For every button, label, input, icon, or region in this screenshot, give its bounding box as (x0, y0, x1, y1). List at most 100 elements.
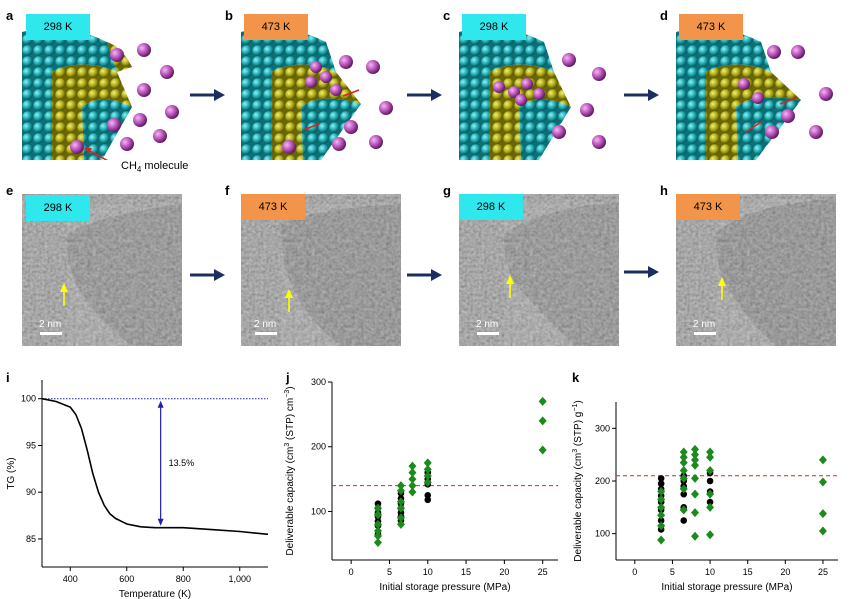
x-tick-label: 25 (818, 567, 828, 577)
y-tick-label: 85 (26, 534, 36, 544)
data-point-green (538, 445, 547, 455)
x-tick-label: 400 (63, 574, 78, 584)
scalebar-label-g: 2 nm (476, 319, 498, 330)
panel-label-c: c (443, 8, 451, 23)
panel-label-g: g (443, 183, 451, 198)
data-point-green (423, 464, 432, 474)
data-point-green (396, 513, 405, 523)
x-tick-label: 20 (499, 567, 509, 577)
x-axis-label: Temperature (K) (119, 589, 191, 599)
data-point-green (423, 471, 432, 481)
data-point-green (408, 481, 417, 491)
mass-loss-label: 13.5% (169, 458, 195, 468)
scalebar-label-h: 2 nm (693, 319, 715, 330)
temp-badge-c: 298 K (462, 14, 526, 40)
data-point-green (691, 455, 700, 465)
arrow-g-to-h (624, 266, 659, 278)
data-point-green (818, 455, 827, 465)
y-axis-label: TG (%) (6, 457, 17, 489)
arrow-b-to-c (407, 89, 442, 101)
data-point-green (538, 396, 547, 406)
simulation-panel-d (676, 12, 836, 160)
x-tick-label: 15 (743, 567, 753, 577)
data-point-green (396, 503, 405, 513)
simulation-c-graphic (459, 27, 606, 160)
y-tick-label: 200 (311, 442, 326, 452)
data-point-green (706, 530, 715, 540)
data-point-black (680, 490, 688, 498)
data-point-black (657, 517, 665, 524)
panel-label-k: k (572, 370, 580, 385)
scalebar-label-e: 2 nm (39, 319, 61, 330)
data-point-green (408, 461, 417, 471)
capacity-gravimetric-chart: 0 5 10 15 20 25 100 200 300 Initial storage press… (572, 400, 838, 593)
panel-label-h: h (660, 183, 668, 198)
data-point-green (691, 460, 700, 470)
arrow-f-to-g (407, 269, 442, 281)
data-point-green (408, 487, 417, 497)
x-tick-label: 600 (119, 574, 134, 584)
y-tick-label: 300 (595, 423, 610, 433)
x-tick-label: 20 (780, 567, 790, 577)
data-point-green (373, 538, 382, 548)
x-tick-label: 0 (349, 567, 354, 577)
y-tick-label: 90 (26, 487, 36, 497)
temp-badge-h: 473 K (676, 194, 740, 220)
data-point-green (538, 416, 547, 426)
x-axis-label: Initial storage pressure (MPa) (379, 582, 510, 593)
y-tick-label: 100 (311, 506, 326, 516)
ch4-molecule-label: CH4 molecule (121, 160, 189, 175)
simulation-a-graphic (22, 27, 179, 160)
data-point-green (657, 510, 666, 520)
panel-label-a: a (6, 8, 14, 23)
data-point-green (691, 450, 700, 460)
data-point-green (373, 526, 382, 536)
data-point-green (679, 452, 688, 462)
data-point-black (680, 517, 688, 524)
data-point-green (706, 502, 715, 512)
temp-badge-f: 473 K (241, 194, 305, 220)
data-point-black (657, 480, 665, 487)
data-point-green (423, 477, 432, 487)
data-point-green (691, 444, 700, 454)
tem-image-g: 2 nm (459, 194, 619, 346)
data-point-green (396, 497, 405, 507)
simulation-b-graphic (241, 27, 393, 160)
temp-badge-g: 298 K (459, 194, 523, 220)
panel-label-i: i (6, 370, 10, 385)
x-tick-label: 25 (538, 567, 548, 577)
panel-label-f: f (225, 183, 230, 198)
data-point-green (373, 531, 382, 541)
x-tick-label: 5 (387, 567, 392, 577)
data-point-green (679, 447, 688, 457)
arrow-e-to-f (190, 269, 225, 281)
data-point-green (818, 509, 827, 519)
y-tick-label: 100 (21, 394, 36, 404)
data-point-green (818, 526, 827, 536)
data-point-green (373, 510, 382, 520)
x-tick-label: 5 (670, 567, 675, 577)
data-point-black (657, 475, 665, 482)
data-point-green (706, 465, 715, 475)
data-point-green (657, 521, 666, 531)
data-point-green (396, 486, 405, 496)
data-point-green (679, 465, 688, 475)
data-point-black (424, 496, 432, 504)
data-point-green (818, 477, 827, 487)
data-point-green (408, 474, 417, 484)
temp-badge-e: 298 K (26, 195, 90, 221)
x-tick-label: 800 (176, 574, 191, 584)
arrow-c-to-d (624, 89, 659, 101)
y-tick-label: 100 (595, 529, 610, 539)
data-point-green (691, 508, 700, 518)
tg-chart: 400 600 800 1,000 85 90 95 100 Temperature (K) TG… (6, 380, 269, 599)
y-tick-label: 95 (26, 440, 36, 450)
y-tick-label: 300 (311, 377, 326, 387)
data-point-green (657, 502, 666, 512)
temp-badge-d: 473 K (679, 14, 743, 40)
x-tick-label: 10 (705, 567, 715, 577)
mass-loss-arrowhead-bottom (157, 518, 164, 526)
x-tick-label: 10 (423, 567, 433, 577)
simulation-panel-a (22, 12, 182, 160)
data-point-green (679, 473, 688, 483)
